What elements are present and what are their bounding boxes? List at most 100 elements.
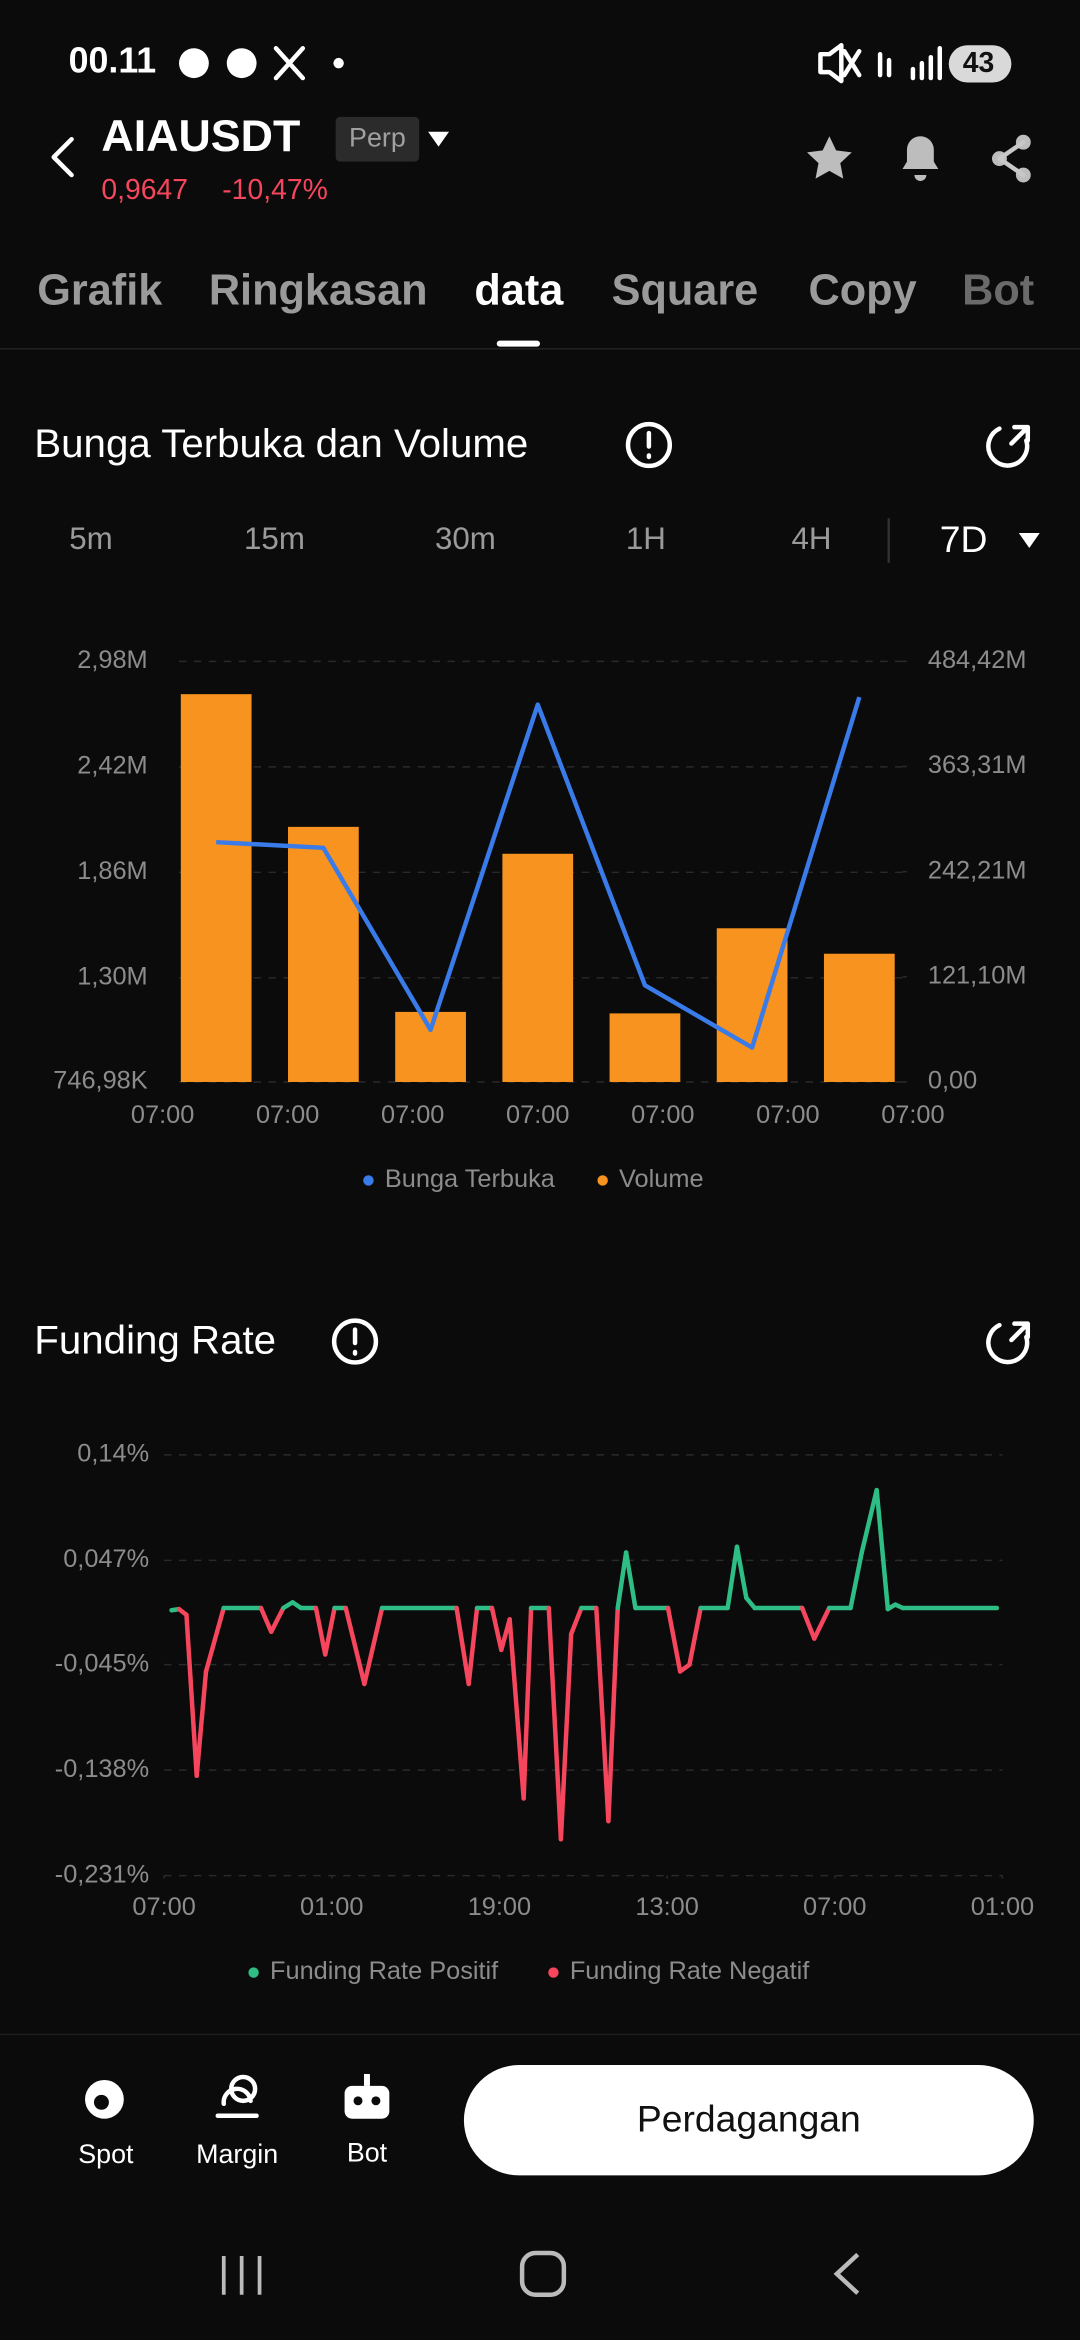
timeframe[interactable]: 30m <box>435 521 496 556</box>
bot-eye <box>371 2096 381 2106</box>
line-segment <box>546 1605 564 1842</box>
symbol: AIAUSDT <box>101 111 300 161</box>
tab[interactable]: Ringkasan <box>209 266 428 314</box>
line-segment <box>362 1605 385 1687</box>
line-segment <box>454 1605 471 1687</box>
battery <box>948 45 1012 83</box>
timeframe[interactable]: 1H <box>626 521 666 556</box>
line-segment <box>606 1605 620 1824</box>
line-segment <box>812 1605 832 1641</box>
tab-active[interactable]: data <box>474 266 564 314</box>
favorite-button[interactable] <box>807 136 852 179</box>
open-button[interactable] <box>986 424 1031 468</box>
alert-button[interactable] <box>902 136 939 181</box>
status-icon <box>179 48 209 79</box>
tab[interactable]: Grafik <box>37 266 163 314</box>
bar <box>609 1013 681 1082</box>
status-icon <box>273 45 306 81</box>
y-tick-label: 0,14% <box>77 1440 149 1468</box>
info-button[interactable] <box>331 1318 379 1365</box>
line-segment <box>558 1631 574 1842</box>
x-tick-label: 19:00 <box>468 1893 531 1921</box>
line-segment <box>725 1544 740 1611</box>
bot-button[interactable]: Bot <box>344 2073 390 2168</box>
nav-recents[interactable] <box>221 2255 262 2295</box>
timeframe[interactable]: 15m <box>244 521 305 556</box>
x-tick-label: 07:00 <box>506 1101 569 1129</box>
x-tick-label: 07:00 <box>132 1893 195 1921</box>
x-tick-label: 07:00 <box>381 1101 444 1129</box>
divider <box>0 2033 1080 2036</box>
trade-button[interactable]: Perdagangan <box>463 2065 1034 2176</box>
line-segment <box>594 1605 611 1824</box>
line-segment <box>521 1605 534 1801</box>
legend-marker <box>363 1175 374 1186</box>
bottom-label: Margin <box>196 2139 278 2169</box>
tab[interactable]: Copy <box>809 266 917 314</box>
line-segment <box>859 1487 879 1555</box>
mute-icon <box>818 43 862 84</box>
y-tick-label: -0,138% <box>55 1755 149 1783</box>
trade-button-bg <box>463 2065 1034 2176</box>
chart-title: Funding Rate <box>34 1318 276 1363</box>
dropdown-arrow[interactable] <box>1018 533 1040 548</box>
dropdown-arrow[interactable] <box>428 131 450 147</box>
line-segment <box>184 1612 199 1779</box>
line-segment <box>466 1605 480 1687</box>
nav-back[interactable] <box>833 2252 860 2295</box>
share-button[interactable] <box>991 134 1031 183</box>
legend-label: Volume <box>619 1165 704 1193</box>
legend-marker <box>248 1967 259 1978</box>
x-tick-label: 01:00 <box>971 1893 1034 1921</box>
line-segment <box>507 1617 526 1801</box>
line-segment <box>874 1487 891 1612</box>
bot-antenna <box>363 2073 370 2086</box>
trade-button-text: Perdagangan <box>637 2098 861 2140</box>
x-tick-label: 13:00 <box>635 1893 698 1921</box>
bar <box>180 694 252 1082</box>
tab[interactable]: Square <box>612 266 759 314</box>
info-button[interactable] <box>625 421 673 469</box>
separator <box>887 518 890 563</box>
line-segment <box>665 1605 683 1674</box>
nav-home[interactable] <box>519 2250 567 2297</box>
timeframe[interactable]: 4H <box>791 521 831 556</box>
line-segment <box>258 1605 274 1635</box>
price: 0,9647 <box>101 174 188 206</box>
margin-icon <box>215 2074 259 2118</box>
margin-button[interactable]: Margin <box>196 2074 278 2169</box>
y-tick-label: 746,98K <box>53 1067 148 1095</box>
tab[interactable]: Bot <box>962 266 1034 314</box>
line-segment <box>194 1669 209 1779</box>
line-segment <box>322 1605 337 1657</box>
y-tick-label: -0,045% <box>55 1649 149 1677</box>
tab-indicator <box>496 340 540 347</box>
status-icon <box>226 48 257 79</box>
status-dot <box>333 57 344 69</box>
line-segment <box>734 1544 749 1601</box>
status-time: 00.11 <box>69 41 157 81</box>
open-button[interactable] <box>986 1321 1031 1365</box>
y2-tick-label: 363,31M <box>928 751 1027 779</box>
x-tick-label: 01:00 <box>300 1893 363 1921</box>
line-segment <box>687 1605 703 1667</box>
chart-title: Bunga Terbuka dan Volume <box>34 421 528 466</box>
bot-icon <box>344 2085 390 2119</box>
spot-button[interactable]: Spot <box>78 2079 134 2169</box>
timeframe-active[interactable]: 7D <box>940 518 988 560</box>
back-button[interactable] <box>51 136 74 178</box>
line-segment <box>799 1605 817 1641</box>
divider <box>0 348 1080 350</box>
bottom-label: Spot <box>78 2139 134 2169</box>
bottom-label: Bot <box>347 2138 388 2168</box>
bar <box>716 928 788 1082</box>
legend-label: Funding Rate Negatif <box>570 1957 810 1985</box>
timeframe[interactable]: 5m <box>69 521 112 556</box>
y2-tick-label: 242,21M <box>928 856 1027 884</box>
line-segment <box>343 1605 367 1687</box>
line-segment <box>489 1605 504 1653</box>
line-segment <box>848 1550 865 1611</box>
line-segment <box>313 1605 328 1657</box>
